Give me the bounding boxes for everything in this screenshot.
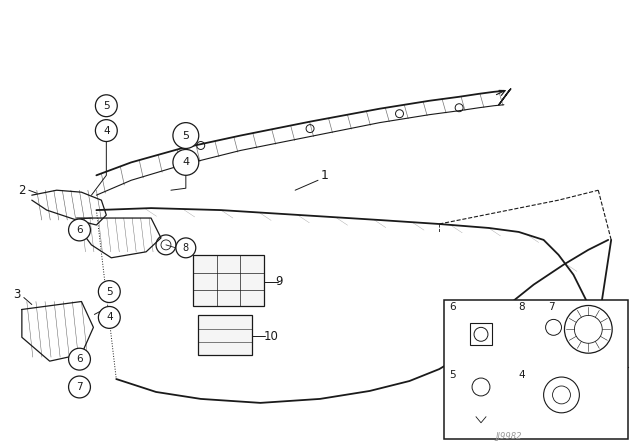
Text: 4: 4 — [518, 370, 525, 380]
Circle shape — [99, 306, 120, 328]
Text: 4: 4 — [103, 125, 109, 136]
Circle shape — [95, 120, 117, 142]
Circle shape — [68, 219, 90, 241]
Text: 8: 8 — [183, 243, 189, 253]
Circle shape — [173, 123, 199, 148]
FancyBboxPatch shape — [198, 315, 252, 355]
Text: 5: 5 — [103, 101, 109, 111]
Text: 4: 4 — [106, 312, 113, 323]
Circle shape — [95, 95, 117, 116]
Text: 5: 5 — [182, 130, 189, 141]
Text: 2: 2 — [18, 184, 26, 197]
Text: 7: 7 — [548, 302, 555, 312]
Text: 1: 1 — [321, 169, 329, 182]
Circle shape — [99, 280, 120, 302]
Bar — [444, 300, 628, 439]
Circle shape — [173, 150, 199, 175]
Text: JJ9982: JJ9982 — [495, 432, 522, 441]
Text: 3: 3 — [13, 288, 20, 301]
Circle shape — [156, 235, 176, 255]
Circle shape — [68, 348, 90, 370]
Text: 6: 6 — [76, 354, 83, 364]
Text: 4: 4 — [182, 157, 189, 168]
Circle shape — [68, 376, 90, 398]
FancyBboxPatch shape — [193, 255, 264, 306]
Circle shape — [176, 238, 196, 258]
Text: 10: 10 — [263, 330, 278, 343]
Text: 5: 5 — [106, 287, 113, 297]
Text: 7: 7 — [76, 382, 83, 392]
Text: 5: 5 — [449, 370, 456, 380]
Text: 9: 9 — [275, 275, 283, 288]
Text: 8: 8 — [518, 302, 525, 312]
Text: 6: 6 — [449, 302, 456, 312]
Text: 6: 6 — [76, 225, 83, 235]
Bar — [470, 323, 492, 345]
